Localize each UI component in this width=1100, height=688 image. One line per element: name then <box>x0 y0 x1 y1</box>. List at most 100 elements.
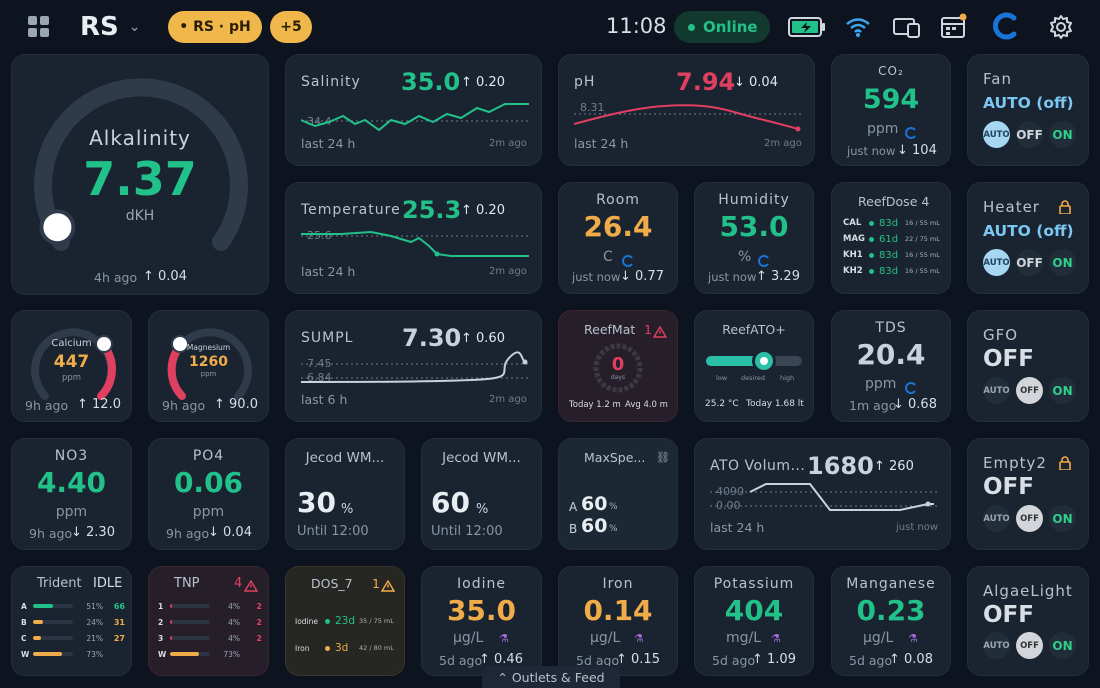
potassium-ago: 5d ago <box>712 653 756 668</box>
po4-unit: ppm <box>192 504 225 520</box>
humidity-ago: just now <box>708 270 757 284</box>
maxspect-a-value: 60 <box>581 493 608 515</box>
ph-label: pH <box>574 74 596 90</box>
iodine-card[interactable]: Iodine 35.0 µg/L ⚗ 5d ago ↑ 0.46 <box>421 566 542 676</box>
iodine-label: Iodine <box>457 576 506 592</box>
reagent-row: W 73% <box>21 646 126 662</box>
manganese-ago: 5d ago <box>849 653 893 668</box>
jecod1-card[interactable]: Jecod WM... 30 % Until 12:00 <box>285 438 405 550</box>
empty2-auto-button[interactable]: AUTO <box>983 505 1010 532</box>
fan-on-button[interactable]: ON <box>1049 121 1076 148</box>
reagent-days: 27 <box>113 633 125 643</box>
settings-gear-icon[interactable] <box>1048 14 1074 44</box>
lock-icon <box>1059 199 1071 218</box>
reagent-level-bar <box>33 636 73 640</box>
room-delta: ↓ 0.77 <box>620 269 664 284</box>
dose-head-row: KH2 83d 16 / 55 mL <box>843 265 940 277</box>
calendar-icon[interactable] <box>940 13 968 43</box>
algaelight-off-button[interactable]: OFF <box>1016 632 1043 659</box>
iodine-unit: µg/L <box>453 630 484 646</box>
heater-off-button[interactable]: OFF <box>1016 249 1043 276</box>
gfo-label: GFO <box>983 326 1019 344</box>
empty2-off-button[interactable]: OFF <box>1016 505 1043 532</box>
reefato-desired: desired <box>741 374 765 382</box>
controller-name: RS <box>80 12 119 42</box>
reefdose4-card[interactable]: ReefDose 4 CAL 83d 16 / 55 mL MAG 61d 22 / 7… <box>831 182 951 294</box>
iron-card[interactable]: Iron 0.14 µg/L ⚗ 5d ago ↑ 0.15 <box>558 566 678 676</box>
devices-icon[interactable] <box>893 16 921 42</box>
co2-label: CO₂ <box>878 64 904 78</box>
co2-card[interactable]: CO₂ 594 ppm just now ↓ 104 <box>831 54 951 166</box>
po4-card[interactable]: PO4 0.06 ppm 9h ago ↓ 0.04 <box>148 438 269 550</box>
outlets-feed-drawer-handle[interactable]: ⌃ Outlets & Feed <box>482 666 620 688</box>
atovol-card[interactable]: ATO Volum... 1680 ↑ 260 4090 0.00 last 2… <box>694 438 951 550</box>
dos7-card[interactable]: DOS_7 1 Iodine 23d 35 / 75 mL Iron 3d 42 / 8… <box>285 566 405 676</box>
gfo-off-button[interactable]: OFF <box>1016 377 1043 404</box>
ph-updated: 2m ago <box>764 138 802 149</box>
co2-unit: ppm <box>867 121 899 137</box>
maxspect-card[interactable]: MaxSpe... ⛓ A 60 % B 60 % <box>558 438 678 550</box>
reagent-row: 1 4% 2 <box>158 598 263 614</box>
brand-logo-icon[interactable] <box>992 12 1020 44</box>
manganese-value: 0.23 <box>856 594 926 627</box>
gfo-card[interactable]: GFO OFF AUTO OFF ON <box>967 310 1089 422</box>
tnp-card[interactable]: TNP 4 1 4% 2 2 4% 2 3 4% 2 W 73% <box>148 566 269 676</box>
calcium-card[interactable]: Calcium 447 ppm 9h ago ↑ 12.0 <box>11 310 132 422</box>
alkalinity-card[interactable]: Alkalinity 7.37 dKH 4h ago ↑ 0.04 <box>11 54 269 295</box>
heater-card[interactable]: Heater AUTO (off) AUTO OFF ON <box>967 182 1089 294</box>
reefmat-card[interactable]: ReefMat 1 0 days Today 1.2 m Avg 4.0 m <box>558 310 678 422</box>
empty2-card[interactable]: Empty2 OFF AUTO OFF ON <box>967 438 1089 550</box>
algaelight-mode-toggle[interactable]: AUTO OFF ON <box>983 632 1076 659</box>
ph-card[interactable]: pH 7.94 ↓ 0.04 8.31 last 24 h 2m ago <box>558 54 815 166</box>
manganese-delta: ↑ 0.08 <box>889 652 933 667</box>
dos7-label: DOS_7 <box>311 576 353 591</box>
fan-card[interactable]: Fan AUTO (off) AUTO OFF ON <box>967 54 1089 166</box>
gfo-state: OFF <box>983 346 1034 372</box>
magnesium-card[interactable]: Magnesium 1260 ppm 9h ago ↑ 90.0 <box>148 310 269 422</box>
reefmat-alert-count: 1 <box>644 322 652 337</box>
jecod1-value: 30 <box>297 486 336 519</box>
controller-selector[interactable]: RS ⌄ <box>80 10 140 44</box>
manganese-card[interactable]: Manganese 0.23 µg/L ⚗ 5d ago ↑ 0.08 <box>831 566 951 676</box>
grid-menu-icon[interactable] <box>28 16 50 38</box>
humidity-card[interactable]: Humidity 53.0 % just now ↑ 3.29 <box>694 182 814 294</box>
temperature-range: last 24 h <box>301 264 356 279</box>
tds-card[interactable]: TDS 20.4 ppm 1m ago ↓ 0.68 <box>831 310 951 422</box>
jecod2-card[interactable]: Jecod WM... 60 % Until 12:00 <box>421 438 542 550</box>
gfo-mode-toggle[interactable]: AUTO OFF ON <box>983 377 1076 404</box>
pinned-chip[interactable]: • RS · pH <box>168 11 262 43</box>
algaelight-auto-button[interactable]: AUTO <box>983 632 1010 659</box>
reefato-level-bar <box>706 352 804 370</box>
gfo-on-button[interactable]: ON <box>1049 377 1076 404</box>
temperature-label: Temperature <box>301 202 401 218</box>
reagent-name: C <box>21 633 27 643</box>
algaelight-on-button[interactable]: ON <box>1049 632 1076 659</box>
more-chips-button[interactable]: +5 <box>270 11 312 43</box>
sumpl-card[interactable]: SUMPL 7.30 ↑ 0.60 7.45 6.84 last 6 h 2m … <box>285 310 542 422</box>
top-bar: RS ⌄ • RS · pH +5 11:08 Online <box>0 0 1100 54</box>
potassium-value: 404 <box>724 594 784 627</box>
algaelight-card[interactable]: AlgaeLight OFF AUTO OFF ON <box>967 566 1089 676</box>
fan-mode-toggle[interactable]: AUTO OFF ON <box>983 121 1076 148</box>
alkalinity-delta: ↑ 0.04 <box>143 269 187 284</box>
room-card[interactable]: Room 26.4 C just now ↓ 0.77 <box>558 182 678 294</box>
fan-auto-button[interactable]: AUTO <box>983 121 1010 148</box>
heater-auto-button[interactable]: AUTO <box>983 249 1010 276</box>
fan-off-button[interactable]: OFF <box>1016 121 1043 148</box>
heater-mode-toggle[interactable]: AUTO OFF ON <box>983 249 1076 276</box>
reefato-card[interactable]: ReefATO+ low desired high 25.2 °C Today … <box>694 310 814 422</box>
empty2-on-button[interactable]: ON <box>1049 505 1076 532</box>
potassium-card[interactable]: Potassium 404 mg/L ⚗ 5d ago ↑ 1.09 <box>694 566 814 676</box>
reefmat-value: 0 <box>611 354 625 375</box>
heater-on-button[interactable]: ON <box>1049 249 1076 276</box>
gfo-auto-button[interactable]: AUTO <box>983 377 1010 404</box>
no3-label: NO3 <box>54 448 89 464</box>
room-value: 26.4 <box>583 210 653 243</box>
salinity-card[interactable]: Salinity 35.0 ↑ 0.20 34.4 last 24 h 2m a… <box>285 54 542 166</box>
reagent-name: 2 <box>158 617 164 627</box>
no3-card[interactable]: NO3 4.40 ppm 9h ago ↓ 2.30 <box>11 438 132 550</box>
empty2-mode-toggle[interactable]: AUTO OFF ON <box>983 505 1076 532</box>
trident-card[interactable]: Trident IDLE A 51% 66 B 24% 31 C 21% 27 W 73% <box>11 566 132 676</box>
temperature-card[interactable]: Temperature 25.3 ↑ 0.20 25.6 last 24 h 2… <box>285 182 542 294</box>
reagent-name: A <box>21 601 27 611</box>
